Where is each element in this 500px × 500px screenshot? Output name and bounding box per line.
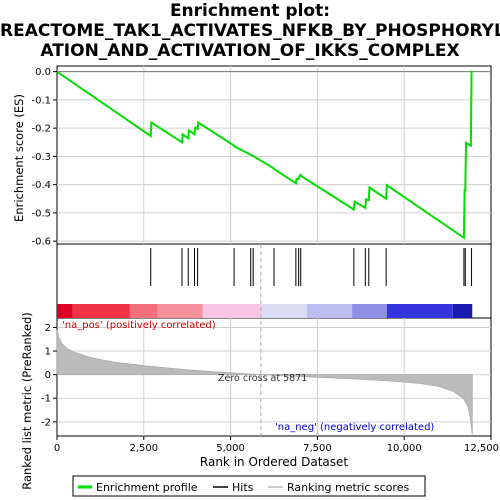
es-tick-label: 0.0 bbox=[35, 67, 51, 78]
color-bar-segment bbox=[352, 304, 387, 318]
x-axis-title: Rank in Ordered Dataset bbox=[200, 455, 348, 469]
metric-axis-title: Ranked list metric (PreRanked) bbox=[20, 312, 34, 490]
es-panel bbox=[56, 65, 492, 245]
metric-area bbox=[56, 329, 473, 435]
es-grid bbox=[57, 66, 491, 244]
x-tick-label: 5,000 bbox=[216, 443, 245, 454]
metric-tick-label: 0 bbox=[45, 370, 51, 381]
enrichment-profile-line bbox=[56, 70, 473, 240]
metric-y-axis: 2 1 0 -1 -2 bbox=[41, 323, 57, 428]
legend-enrichment-label: Enrichment profile bbox=[96, 481, 198, 494]
color-bar-segment bbox=[452, 304, 473, 318]
color-bar-segment bbox=[306, 304, 353, 318]
es-tick-label: -0.4 bbox=[31, 180, 51, 191]
color-bar-segment bbox=[260, 304, 307, 318]
es-tick-label: -0.2 bbox=[31, 124, 51, 135]
legend-metric-label: Ranking metric scores bbox=[287, 481, 409, 494]
pos-label: 'na_pos' (positively correlated) bbox=[62, 320, 216, 331]
es-tick-label: -0.5 bbox=[31, 208, 51, 219]
x-tick-label: 10,000 bbox=[387, 443, 422, 454]
x-tick-label: 0 bbox=[54, 443, 60, 454]
hit-markers bbox=[150, 248, 473, 286]
color-bar-segment bbox=[129, 304, 158, 318]
ranking-metric-area bbox=[56, 329, 473, 435]
rank-color-bar bbox=[57, 304, 473, 318]
es-y-axis: 0.0 -0.1 -0.2 -0.3 -0.4 -0.5 -0.6 bbox=[31, 67, 57, 248]
title-line-2: REACTOME_TAK1_ACTIVATES_NFKB_BY_PHOSPHOR… bbox=[0, 21, 500, 41]
color-bar-segment bbox=[386, 304, 453, 318]
metric-tick-label: 2 bbox=[45, 323, 51, 334]
es-axis-title: Enrichment score (ES) bbox=[12, 94, 26, 222]
es-tick-label: -0.3 bbox=[31, 152, 51, 163]
title-line-3: ATION_AND_ACTIVATION_OF_IKKS_COMPLEX bbox=[40, 41, 460, 61]
x-tick-label: 2,500 bbox=[129, 443, 158, 454]
color-bar-segment bbox=[202, 304, 261, 318]
enrichment-profile bbox=[56, 70, 473, 240]
metric-tick-label: 1 bbox=[45, 347, 51, 358]
legend-hits-label: Hits bbox=[232, 481, 254, 494]
legend-box bbox=[72, 475, 426, 497]
x-tick-label: 12,500 bbox=[464, 443, 499, 454]
es-tick-label: -0.1 bbox=[31, 95, 51, 106]
neg-label: 'na_neg' (negatively correlated) bbox=[275, 422, 434, 433]
chart-title: Enrichment plot: REACTOME_TAK1_ACTIVATES… bbox=[0, 1, 500, 61]
color-bar-segment bbox=[157, 304, 203, 318]
metric-tick-label: -2 bbox=[41, 417, 51, 428]
es-tick-label: -0.6 bbox=[31, 237, 51, 248]
legend: Enrichment profile Hits Ranking metric s… bbox=[72, 475, 426, 497]
metric-tick-label: -1 bbox=[41, 394, 51, 405]
x-axis: 0 2,500 5,000 7,500 10,000 12,500 bbox=[54, 436, 499, 454]
color-bar-segment bbox=[57, 304, 73, 318]
x-tick-label: 7,500 bbox=[303, 443, 332, 454]
color-bar-segment bbox=[72, 304, 130, 318]
title-line-1: Enrichment plot: bbox=[169, 1, 331, 21]
zero-cross-label: Zero cross at 5871 bbox=[218, 373, 307, 384]
